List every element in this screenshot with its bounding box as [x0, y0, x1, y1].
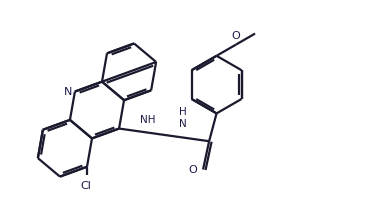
Text: O: O	[231, 31, 240, 41]
Text: H
N: H N	[179, 107, 187, 129]
Text: Cl: Cl	[80, 181, 91, 191]
Text: O: O	[188, 165, 197, 174]
Text: NH: NH	[140, 115, 156, 125]
Text: N: N	[63, 86, 72, 96]
